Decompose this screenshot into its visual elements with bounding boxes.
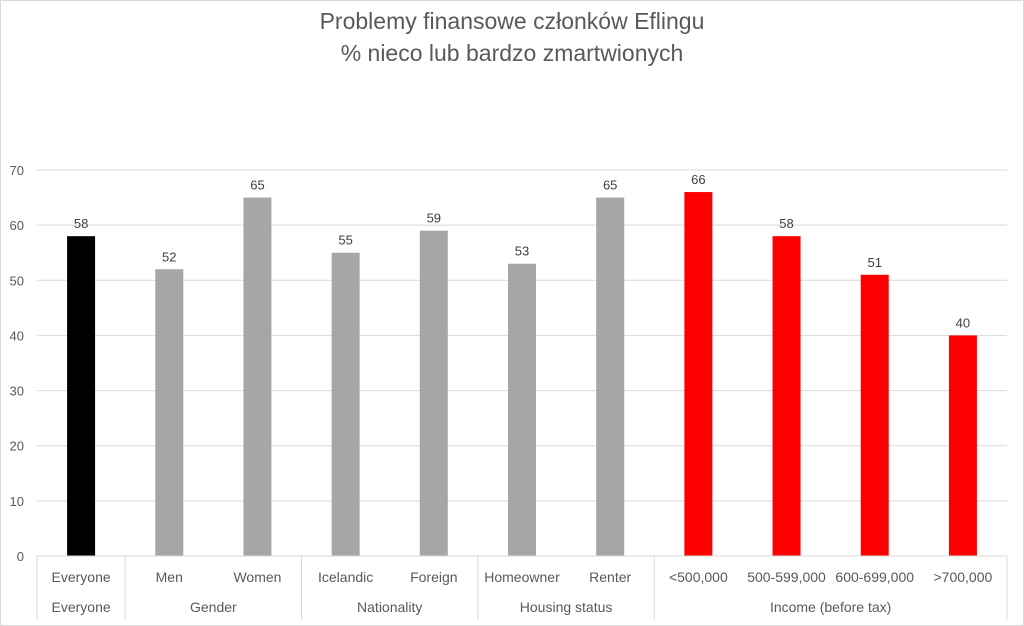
x-group-label: Gender: [190, 599, 237, 615]
x-group-label: Nationality: [357, 599, 422, 615]
bar: [860, 274, 889, 556]
data-label: 59: [427, 211, 441, 226]
y-tick-label: 10: [10, 494, 24, 509]
y-tick-label: 20: [10, 439, 24, 454]
data-label: 65: [250, 178, 264, 193]
chart-title-line-1: Problemy finansowe członków Eflingu: [319, 8, 705, 34]
x-category-label: Everyone: [52, 569, 111, 585]
y-tick-label: 50: [10, 273, 24, 288]
data-label: 55: [338, 233, 352, 248]
data-labels: 58 52 65 55 59 53 65 66 58 51 40: [74, 172, 970, 330]
x-category-label: Icelandic: [318, 569, 373, 585]
data-label: 51: [867, 255, 881, 270]
data-label: 58: [74, 216, 88, 231]
y-tick-label: 70: [10, 163, 24, 178]
x-category-label: Homeowner: [484, 569, 560, 585]
x-axis: Everyone Men Women Icelandic Foreign Homeowne…: [36, 555, 1008, 620]
x-category-label: >700,000: [934, 569, 993, 585]
x-group-label: Housing status: [520, 599, 613, 615]
x-group-label: Everyone: [52, 599, 111, 615]
bar: [948, 335, 977, 556]
bars: [67, 192, 977, 557]
bar: [772, 236, 801, 556]
chart-title-line-2: % nieco lub bardzo zmartwionych: [340, 40, 684, 66]
data-label: 65: [603, 178, 617, 193]
data-label: 58: [779, 216, 793, 231]
bar: [67, 236, 96, 556]
bar: [419, 230, 448, 556]
bar: [596, 197, 625, 557]
y-axis-ticks: 0 10 20 30 40 50 60 70: [10, 163, 24, 564]
bar: [331, 252, 360, 556]
bar: [684, 192, 713, 557]
bar: [243, 197, 272, 557]
data-label: 66: [691, 172, 705, 187]
x-group-label: Income (before tax): [770, 599, 891, 615]
data-label: 53: [515, 244, 529, 259]
y-tick-label: 60: [10, 218, 24, 233]
x-category-label: Renter: [589, 569, 631, 585]
data-label: 40: [956, 315, 970, 330]
y-tick-label: 0: [17, 549, 24, 564]
x-category-label: Men: [156, 569, 183, 585]
bar: [155, 269, 184, 556]
x-category-label: 500-599,000: [747, 569, 826, 585]
x-category-label: Foreign: [410, 569, 457, 585]
y-tick-label: 30: [10, 384, 24, 399]
data-label: 52: [162, 249, 176, 264]
x-category-label: <500,000: [669, 569, 728, 585]
x-category-label: Women: [233, 569, 281, 585]
y-tick-label: 40: [10, 328, 24, 343]
x-category-label: 600-699,000: [835, 569, 914, 585]
bar: [508, 263, 536, 556]
